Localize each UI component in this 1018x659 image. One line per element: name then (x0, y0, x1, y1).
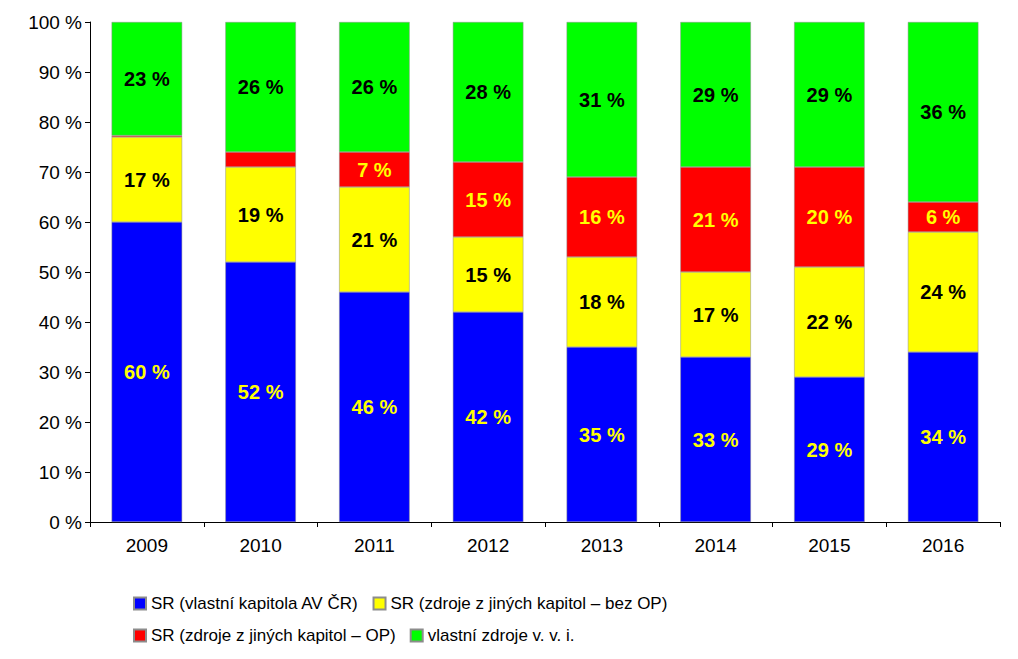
svg-text:vlastní zdroje v. v. i.: vlastní zdroje v. v. i. (428, 626, 575, 645)
svg-text:100 %: 100 % (28, 12, 82, 33)
svg-text:34 %: 34 % (920, 426, 966, 448)
svg-text:30 %: 30 % (39, 362, 82, 383)
svg-text:10 %: 10 % (39, 462, 82, 483)
svg-text:15 %: 15 % (465, 189, 511, 211)
svg-text:28 %: 28 % (465, 81, 511, 103)
svg-text:19 %: 19 % (238, 204, 284, 226)
svg-text:26 %: 26 % (238, 76, 284, 98)
svg-text:50 %: 50 % (39, 262, 82, 283)
svg-text:20 %: 20 % (39, 412, 82, 433)
svg-text:2011: 2011 (354, 535, 395, 556)
svg-text:SR (zdroje z jiných kapitol –: SR (zdroje z jiných kapitol – bez OP) (391, 594, 668, 613)
svg-text:21 %: 21 % (693, 209, 739, 231)
svg-text:26 %: 26 % (352, 76, 398, 98)
svg-text:31 %: 31 % (579, 89, 625, 111)
svg-text:16 %: 16 % (579, 206, 625, 228)
svg-text:29 %: 29 % (807, 84, 853, 106)
svg-text:36 %: 36 % (920, 101, 966, 123)
svg-text:2009: 2009 (126, 535, 168, 556)
svg-text:29 %: 29 % (693, 84, 739, 106)
svg-text:2015: 2015 (808, 535, 850, 556)
svg-text:SR (zdroje z jiných kapitol –: SR (zdroje z jiných kapitol – OP) (151, 626, 396, 645)
svg-text:2012: 2012 (467, 535, 509, 556)
svg-text:2014: 2014 (694, 535, 737, 556)
svg-text:22 %: 22 % (807, 311, 853, 333)
svg-text:46 %: 46 % (352, 396, 398, 418)
svg-text:52 %: 52 % (238, 381, 284, 403)
svg-text:90 %: 90 % (39, 62, 82, 83)
svg-text:SR (vlastní kapitola AV ČR): SR (vlastní kapitola AV ČR) (151, 594, 358, 613)
svg-text:6 %: 6 % (926, 206, 961, 228)
svg-text:17 %: 17 % (124, 169, 170, 191)
svg-text:60 %: 60 % (124, 361, 170, 383)
svg-text:23 %: 23 % (124, 68, 170, 90)
svg-text:20 %: 20 % (807, 206, 853, 228)
svg-text:2010: 2010 (239, 535, 281, 556)
svg-text:80 %: 80 % (39, 112, 82, 133)
svg-text:17 %: 17 % (693, 304, 739, 326)
svg-text:60 %: 60 % (39, 212, 82, 233)
svg-text:70 %: 70 % (39, 162, 82, 183)
svg-text:29 %: 29 % (807, 439, 853, 461)
svg-text:0 %: 0 % (49, 512, 82, 533)
svg-text:7 %: 7 % (357, 159, 392, 181)
svg-text:42 %: 42 % (465, 406, 511, 428)
svg-text:33 %: 33 % (693, 429, 739, 451)
svg-text:2013: 2013 (581, 535, 623, 556)
svg-text:15 %: 15 % (465, 264, 511, 286)
svg-text:24 %: 24 % (920, 281, 966, 303)
svg-text:40 %: 40 % (39, 312, 82, 333)
svg-text:21 %: 21 % (352, 229, 398, 251)
svg-text:18 %: 18 % (579, 291, 625, 313)
svg-text:35 %: 35 % (579, 424, 625, 446)
svg-text:2016: 2016 (922, 535, 964, 556)
